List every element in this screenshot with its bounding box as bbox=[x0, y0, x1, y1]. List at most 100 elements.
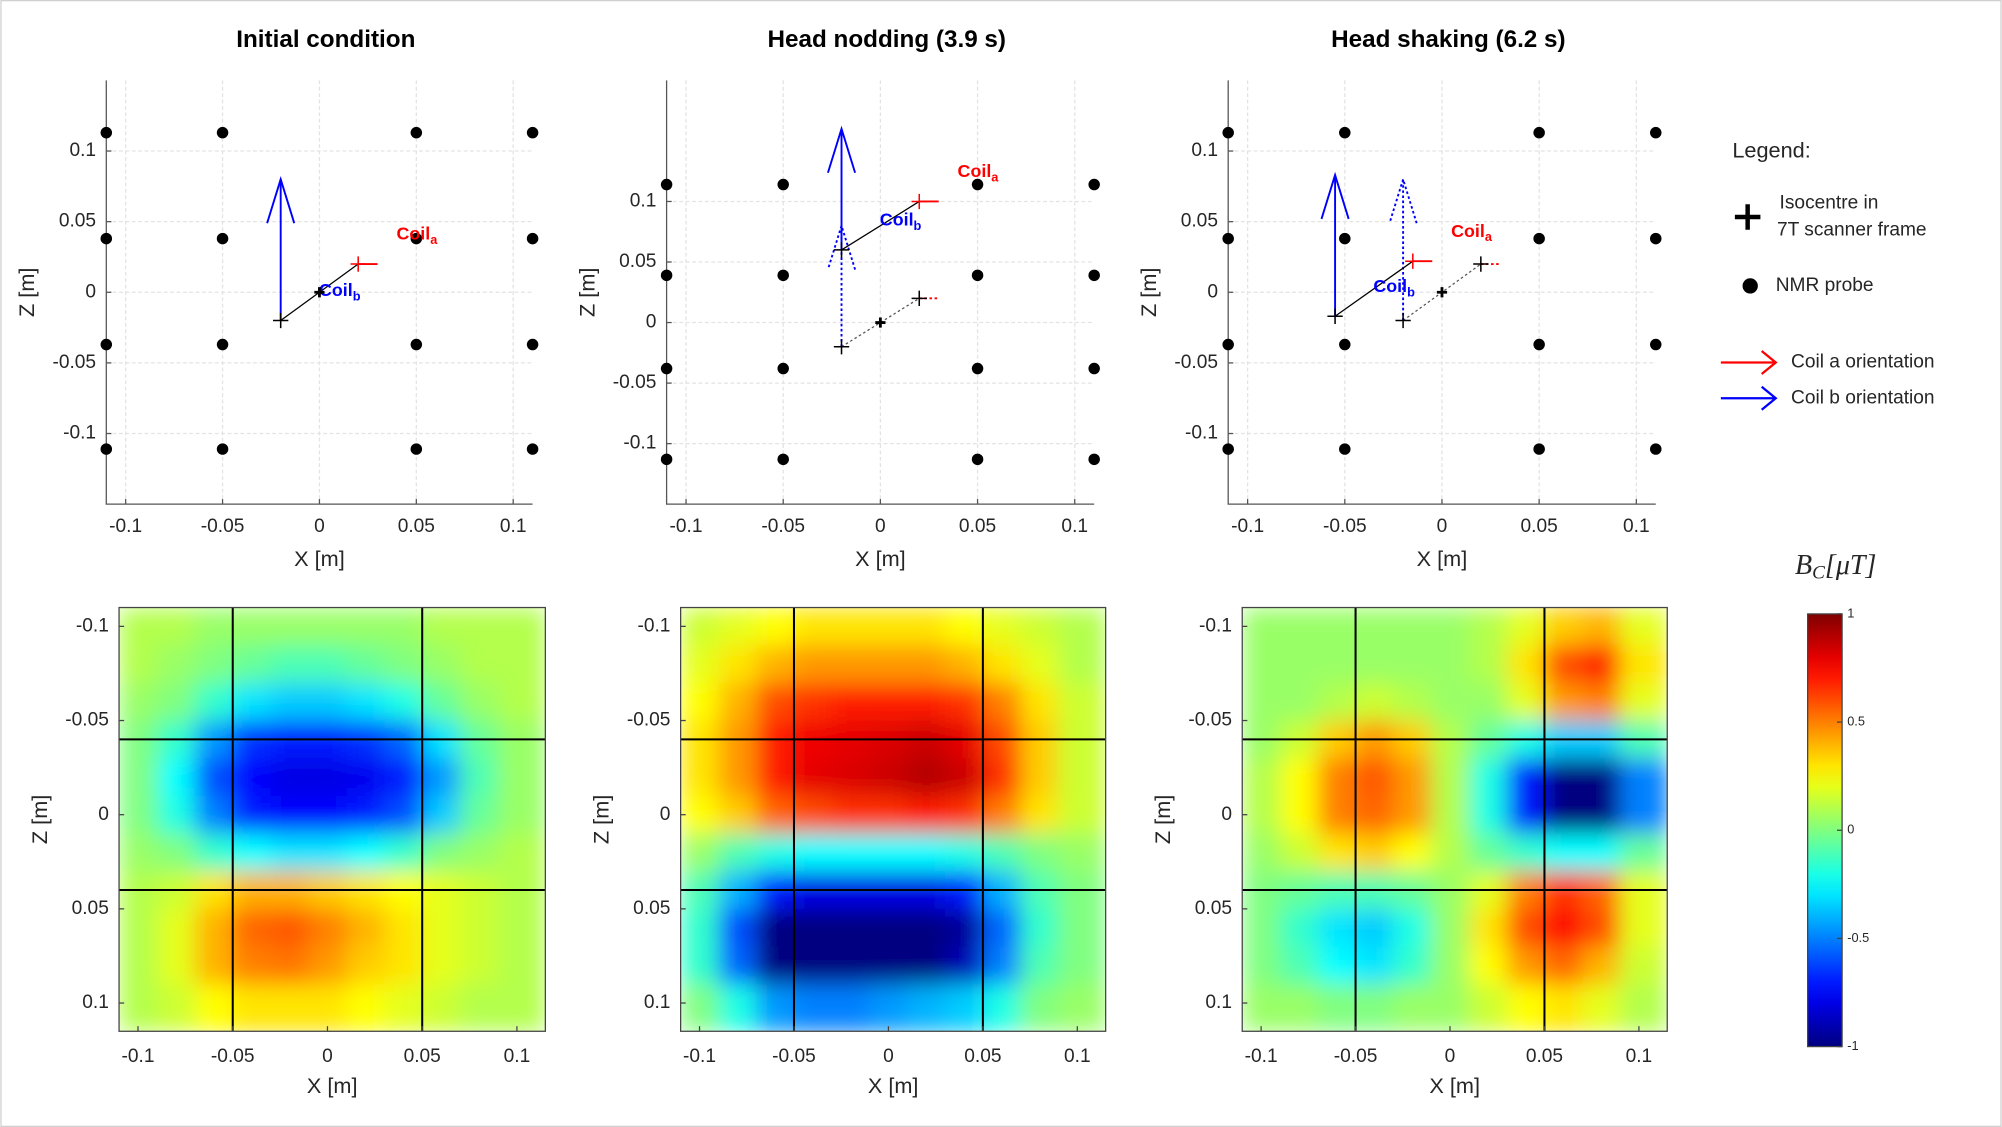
y-tick-label: 0 bbox=[646, 312, 657, 333]
coil-position bbox=[911, 290, 927, 306]
heat-cell bbox=[907, 758, 946, 797]
heat-cell bbox=[831, 833, 871, 872]
heat-cell bbox=[945, 682, 984, 722]
heat-cell bbox=[346, 682, 386, 722]
subplot-title: Head nodding (3.9 s) bbox=[768, 26, 1006, 53]
heat-cell bbox=[1242, 795, 1281, 835]
nmr-probe bbox=[971, 269, 984, 282]
coil-label: Coilb bbox=[880, 209, 922, 233]
heat-cell bbox=[194, 795, 234, 835]
heat-cell bbox=[680, 682, 720, 722]
x-tick-label: 0 bbox=[1437, 516, 1448, 537]
heat-cell bbox=[1506, 946, 1546, 985]
legend-label: 7T scanner frame bbox=[1777, 219, 1927, 240]
heat-cell bbox=[1620, 645, 1668, 684]
heat-cell bbox=[1431, 645, 1470, 684]
heat-cell bbox=[497, 833, 546, 872]
heat-cell bbox=[1280, 946, 1319, 985]
x-tick-label: -0.05 bbox=[201, 516, 245, 537]
x-tick-label: 0.1 bbox=[1064, 1046, 1091, 1067]
nmr-probe bbox=[410, 338, 423, 351]
heat-cell bbox=[907, 833, 946, 872]
heat-cell bbox=[1393, 758, 1432, 797]
heat-cell bbox=[1280, 984, 1319, 1032]
y-tick-label: -0.1 bbox=[623, 433, 656, 454]
y-axis-label: Z [m] bbox=[574, 268, 599, 317]
coil-link bbox=[1334, 260, 1414, 317]
heat-cell bbox=[1393, 607, 1432, 646]
heat-cell bbox=[1058, 758, 1106, 797]
heat-cell bbox=[1393, 984, 1432, 1032]
y-tick-label: 0 bbox=[1221, 804, 1232, 825]
x-axis-label: X [m] bbox=[1429, 1073, 1480, 1098]
x-tick-label: 0.05 bbox=[959, 516, 996, 537]
heat-cell bbox=[1058, 946, 1106, 985]
heat-cell bbox=[460, 908, 499, 948]
heat-cell bbox=[460, 946, 499, 985]
heat-cell bbox=[1020, 946, 1060, 985]
heat-cell bbox=[119, 795, 158, 835]
heat-cell bbox=[232, 908, 272, 948]
heat-cell bbox=[982, 833, 1022, 872]
nmr-probe bbox=[410, 232, 423, 245]
nmr-probe bbox=[660, 362, 673, 375]
heat-cell bbox=[422, 682, 461, 722]
heat-cell bbox=[1431, 984, 1470, 1032]
x-tick-label: -0.05 bbox=[1334, 1046, 1378, 1067]
y-tick-label: -0.1 bbox=[637, 615, 670, 636]
x-tick-label: 0.05 bbox=[398, 516, 435, 537]
heat-cell bbox=[194, 758, 234, 797]
x-tick-label: -0.05 bbox=[211, 1046, 255, 1067]
heat-cell bbox=[680, 758, 720, 797]
x-axis-label: X [m] bbox=[868, 1073, 919, 1098]
heat-cell bbox=[945, 607, 984, 646]
x-tick-label: 0.1 bbox=[1061, 516, 1088, 537]
nmr-probe bbox=[526, 338, 539, 351]
colorbar-symbol: B bbox=[1795, 550, 1812, 581]
nmr-probe bbox=[410, 126, 423, 139]
heat-cell bbox=[1468, 682, 1508, 722]
heat-cell bbox=[1582, 795, 1621, 835]
x-tick-label: -0.05 bbox=[761, 516, 805, 537]
heat-cell bbox=[156, 946, 196, 985]
heat-cell bbox=[346, 607, 386, 646]
arrowhead bbox=[827, 125, 857, 174]
heat-cell bbox=[346, 758, 386, 797]
y-tick-label: -0.1 bbox=[1199, 615, 1232, 636]
heat-cell bbox=[156, 607, 196, 646]
heat-cell bbox=[1020, 833, 1060, 872]
heat-cell bbox=[1280, 795, 1319, 835]
heat-cell bbox=[1431, 908, 1470, 948]
y-axis-label: Z [m] bbox=[1136, 268, 1161, 317]
heat-cell bbox=[1317, 645, 1357, 684]
heat-cell bbox=[1058, 908, 1106, 948]
nmr-probe bbox=[1533, 126, 1545, 139]
heat-cell bbox=[497, 946, 546, 985]
heat-cell bbox=[460, 607, 499, 646]
heat-cell bbox=[384, 607, 423, 646]
heatmap bbox=[119, 607, 546, 1032]
heat-cell bbox=[194, 946, 234, 985]
nmr-probe bbox=[100, 232, 113, 245]
heat-cell bbox=[756, 946, 795, 985]
x-tick-label: 0.05 bbox=[964, 1046, 1001, 1067]
heat-cell bbox=[756, 682, 795, 722]
heat-cell bbox=[1620, 795, 1668, 835]
heat-cell bbox=[1280, 682, 1319, 722]
heat-cell bbox=[308, 795, 348, 835]
heat-cell bbox=[270, 833, 310, 872]
nmr-probe bbox=[216, 443, 229, 455]
nmr-probe bbox=[1650, 232, 1662, 245]
heat-cell bbox=[346, 908, 386, 948]
heat-cell bbox=[1544, 682, 1584, 722]
heat-cell bbox=[793, 758, 833, 797]
heat-cell bbox=[422, 833, 461, 872]
legend-title: Legend: bbox=[1732, 138, 1810, 163]
legend: Legend: Isocentre in 7T scanner frame NMR p… bbox=[1720, 138, 1935, 411]
heat-cell bbox=[1582, 758, 1621, 797]
heat-cell bbox=[718, 607, 757, 646]
heat-cell bbox=[1058, 645, 1106, 684]
colorbar-unit: [μT] bbox=[1825, 550, 1877, 581]
heat-cell bbox=[831, 682, 871, 722]
heat-cell bbox=[1582, 682, 1621, 722]
